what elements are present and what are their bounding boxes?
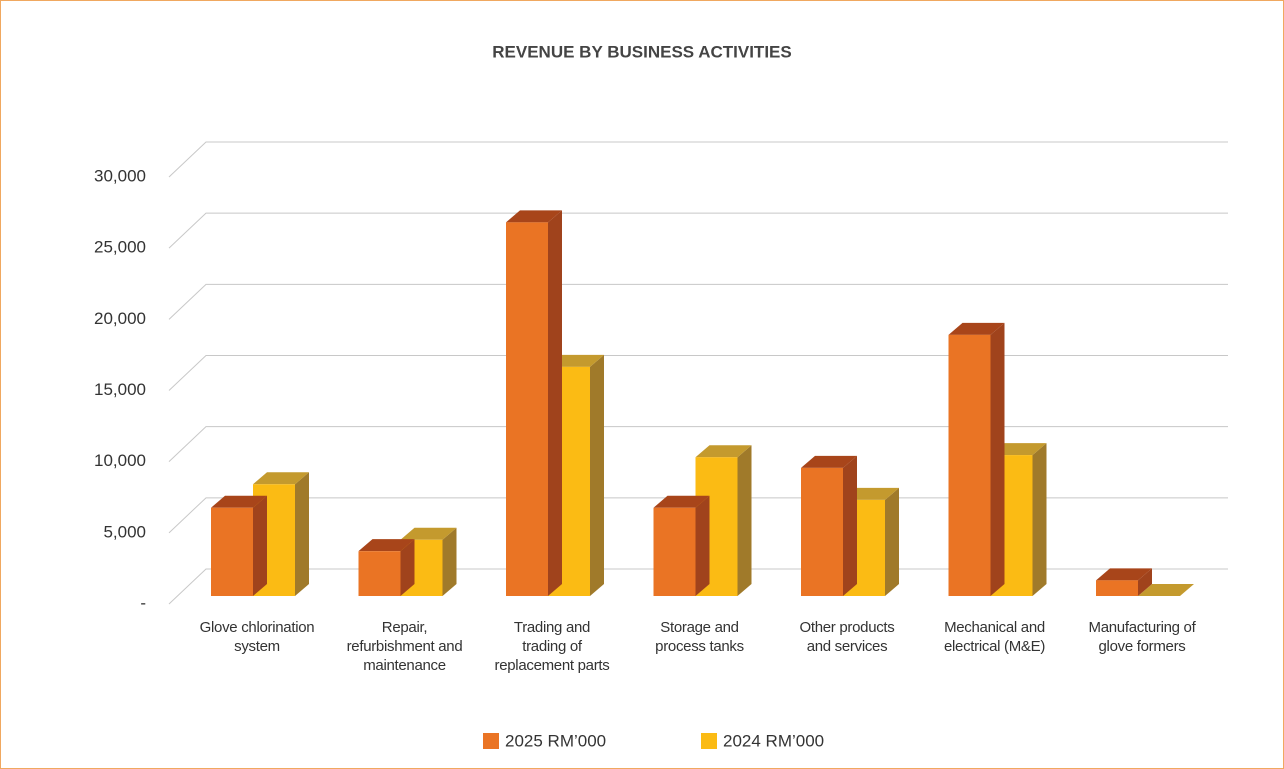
bar	[948, 322, 1005, 596]
legend-label: 2025 RM’000	[505, 731, 606, 750]
bar-face	[506, 222, 548, 596]
y-tick-label: 20,000	[94, 309, 146, 328]
y-tick-label: 30,000	[94, 166, 146, 185]
bar-face	[358, 539, 415, 552]
bar	[211, 495, 267, 596]
bar-face	[1096, 580, 1138, 596]
bar-face	[1138, 584, 1194, 596]
bar	[506, 210, 562, 596]
bar-face	[801, 455, 857, 468]
bar-face	[506, 210, 562, 223]
grid-line	[168, 212, 1228, 249]
legend-swatch	[483, 733, 499, 749]
bar-face	[400, 527, 457, 540]
grid-line	[168, 426, 1228, 463]
legend-label: 2024 RM’000	[723, 731, 824, 750]
bar	[358, 539, 415, 596]
bar-face	[990, 322, 1005, 596]
bar-face	[948, 322, 1005, 335]
y-tick-label: 5,000	[103, 522, 146, 541]
grid-line	[168, 355, 1228, 391]
x-tick-label: Glove chlorination system	[199, 619, 315, 655]
legend-swatch	[701, 733, 717, 749]
bar-face	[211, 495, 267, 508]
y-tick-label: 10,000	[94, 451, 146, 470]
bar	[653, 495, 710, 596]
bar	[801, 455, 857, 596]
y-tick-label: 25,000	[94, 238, 146, 257]
x-tick-label: Mechanical and electrical (M&E)	[943, 619, 1046, 655]
bar	[400, 527, 457, 596]
bar-face	[1138, 568, 1152, 596]
grid-line	[168, 283, 1228, 320]
bar-face	[695, 445, 752, 458]
bar-face	[1032, 443, 1047, 596]
x-tick-label: Manufacturing of glove formers	[1088, 619, 1196, 655]
bar-face	[885, 487, 899, 596]
bar-face	[737, 445, 752, 596]
bar-face	[442, 527, 457, 596]
y-tick-label: 15,000	[94, 380, 146, 399]
x-tick-label: Storage and process tanks	[655, 619, 744, 655]
bar-face	[695, 495, 710, 596]
bar-face	[358, 551, 401, 596]
chart-title: REVENUE BY BUSINESS ACTIVITIES	[492, 42, 791, 61]
bar-face	[253, 472, 309, 485]
x-tick-label: Trading and trading of replacement parts	[494, 619, 610, 674]
grid-line	[168, 141, 1228, 178]
bar-face	[801, 467, 843, 596]
bar-face	[653, 495, 710, 508]
bar-face	[548, 210, 562, 596]
bar-face	[948, 334, 991, 596]
bar	[1096, 568, 1152, 596]
bar	[1138, 584, 1194, 596]
x-tick-label: Repair, refurbishment and maintenance	[346, 619, 463, 674]
bar-face	[400, 539, 415, 596]
bar-face	[295, 472, 309, 596]
y-tick-label: -	[140, 593, 146, 612]
bar-face	[211, 507, 253, 596]
bar-face	[253, 495, 267, 596]
bar-face	[843, 455, 857, 596]
bar-face	[653, 507, 696, 596]
x-tick-label: Other products and services	[799, 619, 895, 655]
bar-face	[1096, 568, 1152, 581]
bar-face	[590, 354, 604, 596]
